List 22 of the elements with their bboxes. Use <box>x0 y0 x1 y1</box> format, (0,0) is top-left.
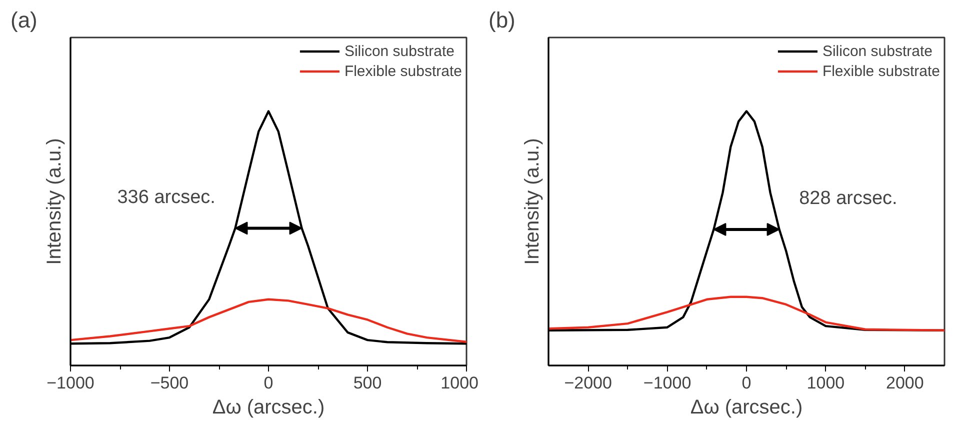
x-tick-label: −1000 <box>643 374 692 392</box>
x-tick-label: 0 <box>742 374 752 392</box>
x-tick-label: 0 <box>264 374 274 392</box>
x-tick-label: −1000 <box>46 374 94 392</box>
x-tick-label: −2000 <box>564 374 612 392</box>
x-tick-label: 500 <box>353 374 382 392</box>
x-tick-label: 1000 <box>440 374 479 392</box>
legend-label: Silicon substrate <box>822 42 932 60</box>
legend-label: Flexible substrate <box>344 62 462 80</box>
legend-label: Flexible substrate <box>822 62 940 80</box>
x-tick-label: 2000 <box>886 374 924 392</box>
y-axis-title: Intensity (a.u.) <box>522 138 544 265</box>
annotation: 336 arcsec. <box>117 186 216 208</box>
chart-title: (b) <box>488 8 516 32</box>
legend-label: Silicon substrate <box>344 42 454 60</box>
chart-title: (a) <box>10 8 38 32</box>
x-tick-label: 1000 <box>806 374 845 392</box>
x-axis-title: Δω (arcsec.) <box>212 396 325 418</box>
annotation: 828 arcsec. <box>799 188 898 210</box>
x-tick-label: −500 <box>150 374 189 392</box>
y-axis-title: Intensity (a.u.) <box>44 138 66 265</box>
x-axis-title: Δω (arcsec.) <box>690 396 803 418</box>
